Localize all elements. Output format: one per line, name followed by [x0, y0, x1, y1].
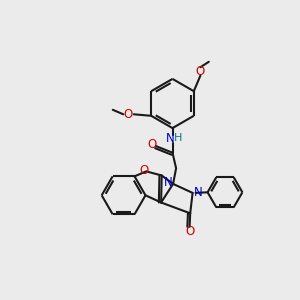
Text: O: O	[185, 225, 194, 239]
Text: O: O	[124, 108, 133, 121]
Text: O: O	[147, 138, 156, 151]
Text: H: H	[174, 133, 183, 143]
Text: O: O	[139, 164, 148, 177]
Text: N: N	[164, 176, 172, 189]
Text: N: N	[194, 186, 202, 200]
Text: O: O	[196, 65, 205, 78]
Text: N: N	[166, 132, 175, 146]
